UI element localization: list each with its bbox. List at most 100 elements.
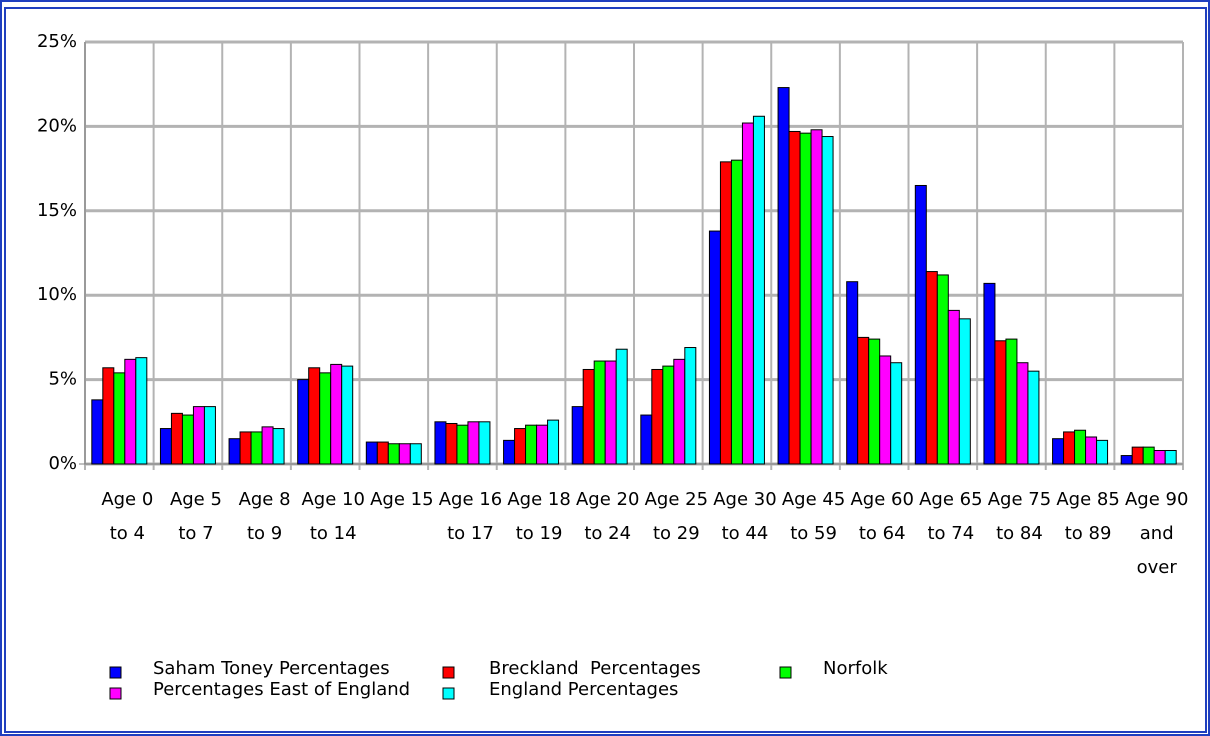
x-tick-label: Age 5 to 7	[169, 489, 222, 544]
bar	[445, 422, 458, 465]
bar	[1016, 362, 1029, 465]
bar	[925, 271, 938, 465]
bar	[604, 360, 617, 465]
bar	[846, 281, 859, 465]
bar	[170, 412, 183, 465]
bar	[365, 441, 378, 465]
bar	[662, 365, 675, 465]
y-tick-label: 15%	[37, 200, 77, 221]
bar	[651, 368, 664, 465]
bar	[536, 424, 549, 465]
legend-swatch	[442, 687, 455, 700]
bar	[741, 122, 754, 465]
bar	[1027, 370, 1040, 465]
x-tick-label: Age 16 to 17	[438, 489, 503, 544]
bar	[308, 367, 321, 465]
bar	[525, 424, 538, 465]
bar	[1074, 429, 1087, 465]
bar	[914, 184, 927, 465]
legend-label: Norfolk	[823, 658, 888, 679]
legend-label: Percentages East of England	[153, 679, 411, 700]
legend-swatch	[109, 687, 122, 700]
y-tick-label: 25%	[37, 31, 77, 52]
bar	[994, 340, 1007, 465]
bar	[467, 421, 480, 465]
bar	[297, 379, 310, 465]
bar	[708, 230, 721, 465]
bar	[341, 365, 354, 465]
bar	[330, 363, 343, 465]
y-tick-label: 10%	[37, 284, 77, 305]
bar	[1131, 446, 1144, 465]
x-tick-label: Age 8 to 9	[238, 489, 291, 544]
x-tick-label: Age 75 to 84	[987, 489, 1052, 544]
bar	[91, 399, 104, 465]
bar	[730, 159, 743, 465]
legend-label: Saham Toney Percentages	[153, 658, 390, 679]
bar	[640, 414, 653, 465]
x-tick-label: Age 45 to 59	[781, 489, 846, 544]
bar	[777, 87, 790, 465]
bar	[684, 347, 697, 465]
bar	[102, 367, 115, 465]
bar	[398, 443, 411, 465]
x-tick-label: Age 60 to 64	[850, 489, 914, 544]
x-tick-label: Age 30 to 44	[713, 489, 777, 544]
x-tick-label: Age 15	[370, 489, 434, 510]
bar	[319, 372, 332, 465]
bar	[752, 115, 765, 465]
bar	[673, 358, 686, 465]
bar	[1063, 431, 1076, 465]
bar	[1096, 439, 1109, 465]
bar	[228, 438, 241, 465]
bar	[1052, 438, 1065, 465]
bar	[1120, 455, 1133, 465]
x-tick-label: Age 25 to 29	[644, 489, 709, 544]
x-tick-label: Age 10 to 14	[301, 489, 365, 544]
bar	[514, 428, 527, 465]
bar	[958, 318, 971, 465]
x-tick-label: Age 90 and over	[1124, 489, 1189, 578]
legend-swatch	[442, 666, 455, 679]
bar	[239, 431, 252, 465]
bar	[478, 421, 491, 465]
legend-swatch	[109, 666, 122, 679]
bar	[456, 424, 469, 465]
bar	[788, 130, 801, 465]
legend-label: Breckland Percentages	[489, 658, 701, 679]
bar	[947, 309, 960, 465]
x-tick-label: Age 0 to 4	[101, 489, 154, 544]
y-tick-label: 5%	[48, 369, 77, 390]
bar	[615, 348, 628, 465]
bar	[272, 428, 285, 465]
bar	[113, 372, 126, 465]
bar	[181, 414, 194, 465]
bar	[821, 136, 834, 465]
bar	[890, 362, 903, 465]
x-tick-label: Age 20 to 24	[575, 489, 640, 544]
bar	[1153, 449, 1166, 465]
bar	[124, 358, 137, 465]
bar	[936, 274, 949, 465]
bar	[1142, 446, 1155, 465]
bar	[409, 443, 422, 465]
inner-frame	[4, 7, 1207, 733]
y-tick-label: 20%	[37, 115, 77, 136]
bar	[387, 443, 400, 465]
bar	[376, 441, 389, 465]
bar	[1164, 449, 1177, 465]
bar	[810, 129, 823, 465]
bar	[1085, 436, 1098, 465]
bar	[261, 426, 274, 465]
bar	[879, 355, 892, 465]
legend-label: England Percentages	[489, 679, 679, 700]
bar	[135, 357, 148, 465]
bar	[868, 338, 881, 465]
bar	[203, 406, 216, 465]
bar	[192, 406, 205, 465]
x-tick-label: Age 65 to 74	[919, 489, 983, 544]
bar	[799, 132, 812, 465]
